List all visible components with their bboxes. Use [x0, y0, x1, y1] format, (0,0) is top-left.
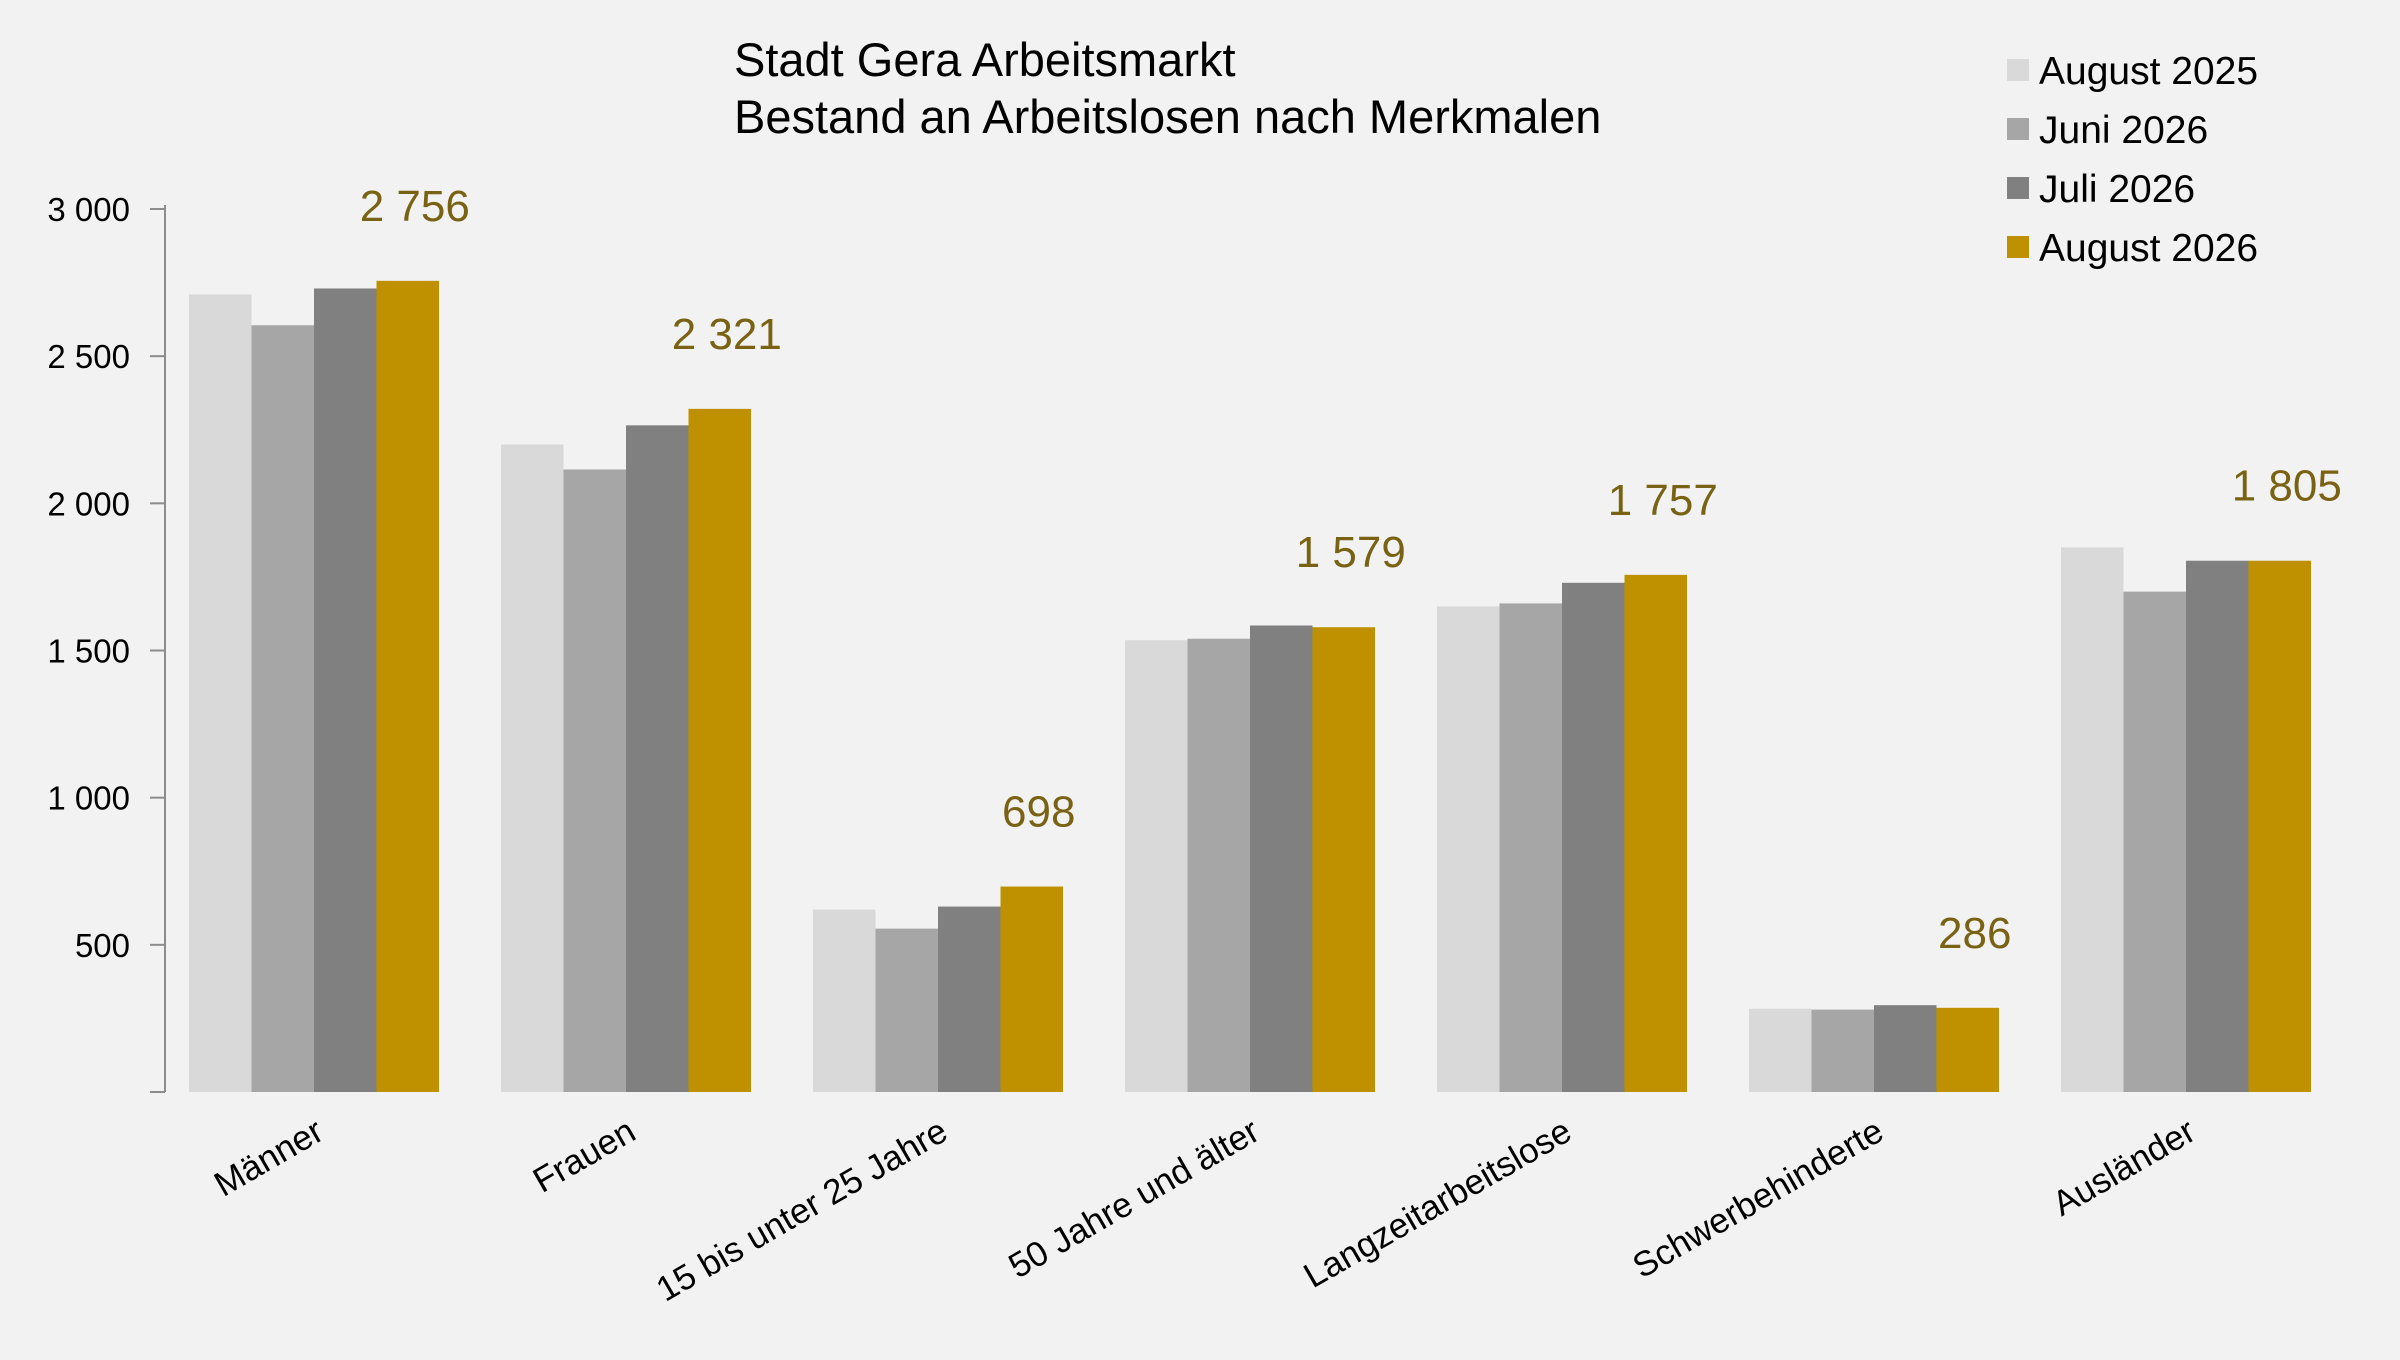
bar	[2061, 547, 2124, 1092]
y-tick-label: 500	[75, 927, 130, 964]
data-label: 698	[1002, 788, 1075, 837]
legend-swatch	[2007, 118, 2029, 140]
data-label: 286	[1938, 909, 2011, 958]
category-label: 50 Jahre und älter	[1002, 1111, 1266, 1286]
bars	[189, 280, 2311, 1093]
bar	[1187, 638, 1250, 1092]
bar	[1499, 603, 1562, 1092]
bar	[875, 928, 938, 1092]
category-label: Frauen	[526, 1111, 642, 1200]
y-tick-label: 2 500	[47, 338, 130, 375]
bar	[1936, 1007, 1999, 1092]
y-axis: 500 1 000 1 500 2 000 2 500 3 000	[47, 191, 166, 1093]
data-label: 1 805	[2232, 462, 2342, 511]
y-tick-label: 3 000	[47, 191, 130, 228]
chart-subtitle: Bestand an Arbeitslosen nach Merkmalen	[734, 90, 1601, 143]
bar	[1562, 582, 1625, 1092]
bar	[938, 906, 1001, 1092]
category-label: 15 bis unter 25 Jahre	[650, 1111, 954, 1309]
y-tick-label: 1 500	[47, 633, 130, 670]
category-label: Schwerbehinderte	[1626, 1111, 1890, 1286]
category-label: Ausländer	[2046, 1111, 2202, 1224]
bar	[563, 469, 626, 1092]
legend-swatch	[2007, 177, 2029, 199]
bar	[1250, 625, 1313, 1092]
legend-swatch	[2007, 59, 2029, 81]
bar	[1624, 574, 1687, 1092]
legend-label: August 2026	[2039, 227, 2258, 270]
bar	[1000, 886, 1063, 1092]
bar	[1749, 1008, 1812, 1092]
category-labels: Männer Frauen 15 bis unter 25 Jahre 50 Jahr…	[208, 1111, 2203, 1309]
data-label: 1 579	[1296, 528, 1406, 577]
bar	[1437, 606, 1500, 1092]
bar	[376, 280, 439, 1092]
bar	[1312, 627, 1375, 1092]
bar	[2123, 591, 2186, 1092]
data-label: 1 757	[1608, 476, 1718, 525]
bar	[1125, 640, 1188, 1092]
y-tick-label: 1 000	[47, 780, 130, 817]
data-labels: 2 756 2 321 698 1 579 1 757 286 1 805	[360, 182, 2342, 958]
bar	[501, 444, 564, 1092]
bar	[813, 909, 876, 1092]
legend-swatch	[2007, 236, 2029, 258]
data-label: 2 756	[360, 182, 470, 231]
y-tick-label: 2 000	[47, 485, 130, 522]
bar	[1874, 1005, 1937, 1092]
legend-label: Juli 2026	[2039, 168, 2195, 211]
bar	[626, 425, 689, 1093]
data-label: 2 321	[672, 310, 782, 359]
legend-label: August 2025	[2039, 50, 2258, 93]
bar	[189, 294, 252, 1092]
legend-label: Juni 2026	[2039, 109, 2208, 152]
category-label: Männer	[208, 1111, 331, 1204]
bar	[2186, 560, 2249, 1092]
bar	[251, 325, 314, 1092]
bar	[1811, 1009, 1874, 1092]
bar	[688, 408, 751, 1093]
legend: August 2025 Juni 2026 Juli 2026 August 2026	[2007, 50, 2258, 270]
bar	[314, 288, 377, 1093]
bar	[2248, 560, 2311, 1092]
chart-title: Stadt Gera Arbeitsmarkt	[734, 33, 1236, 86]
category-label: Langzeitarbeitslose	[1297, 1111, 1578, 1296]
